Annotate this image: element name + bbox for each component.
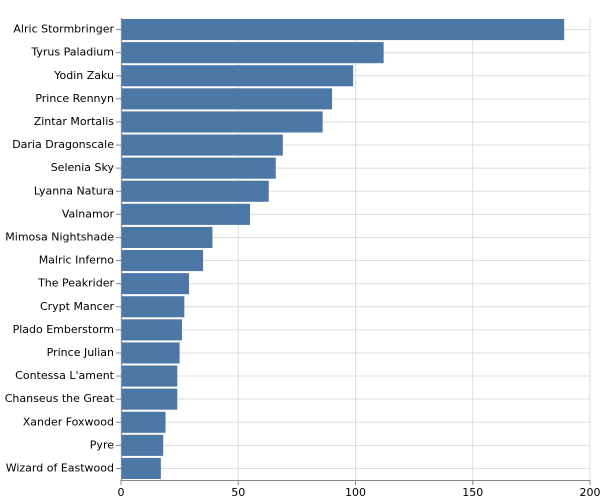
category-label: Wizard of Eastwood bbox=[6, 461, 114, 474]
category-label: The Peakrider bbox=[37, 277, 114, 290]
bar bbox=[121, 411, 166, 433]
bar bbox=[121, 19, 565, 41]
category-label: Prince Rennyn bbox=[35, 92, 114, 105]
axes bbox=[116, 18, 591, 485]
category-label: Pyre bbox=[90, 438, 114, 451]
category-label: Chanseus the Great bbox=[5, 392, 115, 405]
bar bbox=[121, 388, 178, 410]
category-label: Contessa L'ament bbox=[15, 369, 115, 382]
gridlines bbox=[120, 18, 591, 480]
bar bbox=[121, 296, 185, 318]
category-label: Malric Inferno bbox=[39, 254, 115, 267]
bar bbox=[121, 65, 354, 87]
bar bbox=[121, 273, 190, 295]
category-labels: Alric Stormbringer Tyrus Paladium Yodin Za… bbox=[5, 23, 115, 475]
category-label: Alric Stormbringer bbox=[13, 23, 114, 36]
category-label: Xander Foxwood bbox=[23, 415, 114, 428]
bar bbox=[121, 342, 180, 364]
category-label: Daria Dragonscale bbox=[12, 138, 114, 151]
x-tick-label: 0 bbox=[118, 486, 125, 499]
bar bbox=[121, 180, 269, 202]
bar bbox=[121, 365, 178, 387]
x-tick-label: 50 bbox=[231, 486, 245, 499]
bar bbox=[121, 111, 323, 133]
bar bbox=[121, 250, 204, 272]
bar bbox=[121, 319, 182, 341]
category-label: Prince Julian bbox=[47, 346, 114, 359]
x-tick-label: 150 bbox=[462, 486, 483, 499]
bar bbox=[121, 42, 384, 64]
bar bbox=[121, 157, 276, 179]
category-label: Valnamor bbox=[62, 207, 115, 220]
bar bbox=[121, 434, 164, 456]
category-label: Selenia Sky bbox=[51, 161, 115, 174]
bar bbox=[121, 457, 161, 479]
bar bbox=[121, 203, 250, 225]
x-tick-label: 200 bbox=[580, 486, 601, 499]
bars bbox=[121, 19, 565, 479]
category-label: Plado Emberstorm bbox=[13, 323, 114, 336]
x-tick-labels: 0 50 100 150 200 bbox=[118, 486, 601, 499]
bar bbox=[121, 134, 283, 156]
x-tick-label: 100 bbox=[345, 486, 366, 499]
bar bbox=[121, 226, 213, 248]
category-label: Crypt Mancer bbox=[40, 300, 115, 313]
category-label: Zintar Mortalis bbox=[34, 115, 115, 128]
category-label: Tyrus Paladium bbox=[30, 46, 114, 59]
bar bbox=[121, 88, 333, 110]
category-label: Lyanna Natura bbox=[34, 184, 114, 197]
category-label: Yodin Zaku bbox=[53, 69, 114, 82]
category-label: Mimosa Nightshade bbox=[5, 230, 114, 243]
